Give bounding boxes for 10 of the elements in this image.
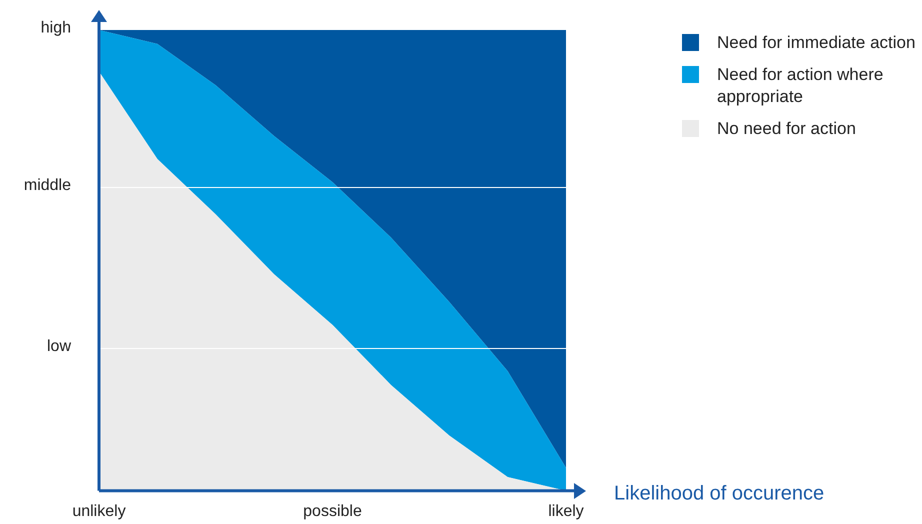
x-tick-label: unlikely: [72, 502, 126, 520]
legend-label: Need for action where appropriate: [717, 64, 884, 108]
ref-line-label: low: [46, 338, 72, 355]
legend-label: Need for immediate action: [717, 32, 916, 54]
text: high: [40, 19, 71, 36]
ref-line-label: middle: [24, 176, 72, 194]
x-axis-title: Likelihood of occurence: [614, 482, 824, 504]
legend-label: No need for action: [717, 118, 856, 140]
x-tick-label: possible: [303, 502, 362, 520]
x-tick-label: likely: [548, 502, 584, 520]
